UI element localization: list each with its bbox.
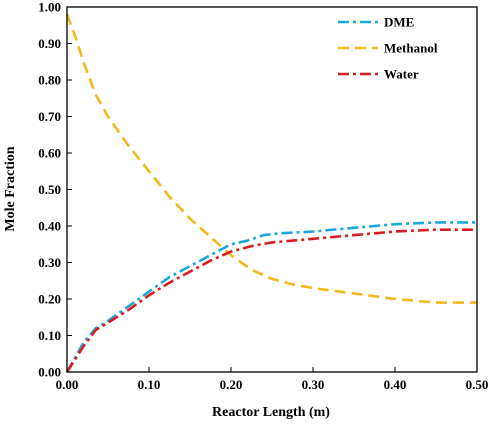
y-tick-label: 0.50 — [38, 182, 61, 197]
ticks-layer: 0.00 0.10 0.20 0.30 0.40 0.50 0.00 0.10 0.20 0.30… — [38, 0, 488, 392]
series-line-water — [65, 228, 477, 373]
legend: DME Methanol Water — [338, 15, 438, 82]
x-tick-label: 0.20 — [220, 377, 243, 392]
y-tick-label: 0.80 — [38, 73, 61, 88]
x-tick-label: 0.50 — [466, 377, 489, 392]
y-tick-label: 0.00 — [38, 365, 61, 380]
y-tick-label: 1.00 — [38, 0, 61, 15]
series-line-methanol — [65, 13, 477, 304]
y-tick-label: 0.90 — [38, 36, 61, 51]
x-axis-title: Reactor Length (m) — [212, 405, 330, 420]
x-tick-label: 0.10 — [138, 377, 161, 392]
series-line-dme — [65, 221, 477, 373]
x-tick-label: 0.00 — [56, 377, 79, 392]
y-tick-label: 0.40 — [38, 219, 61, 234]
legend-label-methanol: Methanol — [384, 41, 438, 56]
y-tick-label: 0.10 — [38, 328, 61, 343]
x-tick-label: 0.40 — [384, 377, 407, 392]
y-tick-label: 0.30 — [38, 255, 61, 270]
x-tick-label: 0.30 — [302, 377, 325, 392]
y-axis-title: Mole Fraction — [3, 146, 18, 231]
legend-label-water: Water — [384, 67, 419, 82]
y-tick-label: 0.20 — [38, 292, 61, 307]
y-tick-label: 0.60 — [38, 146, 61, 161]
y-tick-label: 0.70 — [38, 109, 61, 124]
series-layer — [65, 13, 477, 373]
legend-label-dme: DME — [384, 15, 414, 30]
